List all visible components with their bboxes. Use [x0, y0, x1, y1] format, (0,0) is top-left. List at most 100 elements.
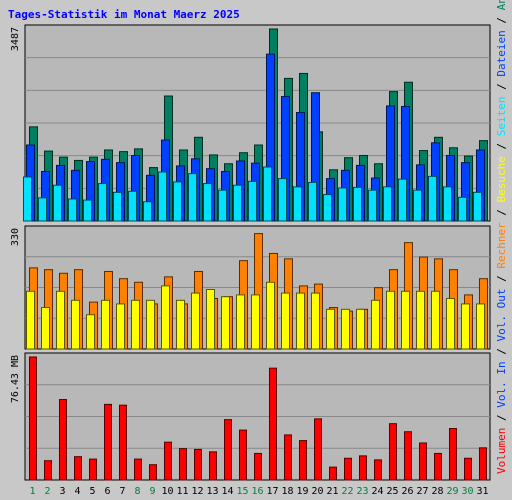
right-legend-segment-4: Vol. Out	[495, 289, 508, 342]
chart-title: Tages-Statistik im Monat Maerz 2025	[8, 8, 240, 21]
bar-volumen-day-30	[464, 457, 472, 481]
bar-volumen-day-21	[329, 466, 337, 481]
bar-seiten-day-8	[128, 190, 137, 222]
bar-seiten-day-6	[98, 183, 107, 222]
x-tick-label-day-24: 24	[371, 486, 383, 497]
x-tick-label-day-21: 21	[326, 486, 338, 497]
bar-besuche-day-31	[476, 303, 485, 350]
bar-seiten-day-15	[233, 184, 242, 222]
bar-besuche-day-14	[221, 296, 230, 350]
right-legend-segment-12: Dateien	[495, 30, 508, 76]
bar-seiten-day-14	[218, 189, 227, 222]
series-seiten	[23, 166, 482, 222]
bar-seiten-day-11	[173, 181, 182, 222]
bar-seiten-day-10	[158, 171, 167, 222]
right-legend-segment-13: /	[495, 10, 508, 30]
bar-seiten-day-5	[83, 199, 92, 222]
bar-besuche-day-25	[386, 290, 395, 350]
bar-besuche-day-3	[56, 290, 65, 350]
bar-volumen-day-19	[299, 440, 307, 481]
bar-volumen-day-15	[239, 429, 247, 481]
bar-besuche-day-19	[296, 292, 305, 350]
x-tick-label-day-23: 23	[356, 486, 368, 497]
x-tick-label-day-8: 8	[134, 486, 140, 497]
x-tick-label-day-5: 5	[89, 486, 95, 497]
bar-seiten-day-17	[263, 166, 272, 222]
bar-volumen-day-3	[59, 399, 67, 481]
bar-besuche-day-17	[266, 281, 275, 350]
bar-besuche-day-2	[41, 307, 50, 350]
bar-volumen-day-10	[164, 441, 172, 481]
right-legend-segment-6: Rechner	[495, 222, 508, 269]
bar-seiten-day-7	[113, 191, 122, 222]
bar-seiten-day-2	[38, 197, 47, 222]
x-tick-label-day-15: 15	[236, 486, 248, 497]
bar-seiten-day-30	[458, 196, 467, 222]
x-tick-label-day-16: 16	[251, 486, 263, 497]
x-tick-label-day-18: 18	[281, 486, 293, 497]
bar-besuche-day-24	[371, 299, 380, 350]
bar-volumen-day-13	[209, 451, 217, 481]
bar-volumen-day-31	[479, 447, 487, 481]
x-tick-label-day-26: 26	[401, 486, 413, 497]
bar-besuche-day-7	[116, 303, 125, 350]
bar-besuche-day-13	[206, 289, 215, 350]
bar-volumen-day-29	[449, 428, 457, 481]
bar-volumen-day-6	[104, 403, 112, 481]
bar-besuche-day-15	[236, 294, 245, 350]
panel-middle: 330	[10, 225, 491, 350]
right-legend-segment-14: Anfragen	[495, 0, 508, 10]
right-legend-segment-1: /	[495, 408, 508, 428]
bar-seiten-day-13	[203, 183, 212, 222]
bar-seiten-day-19	[293, 186, 302, 222]
bar-seiten-day-24	[368, 189, 377, 222]
panel-top-max-label: 3487	[10, 27, 21, 51]
bar-seiten-day-27	[413, 189, 422, 222]
x-tick-label-day-10: 10	[161, 486, 173, 497]
x-tick-label-day-31: 31	[476, 486, 488, 497]
x-tick-label-day-27: 27	[416, 486, 428, 497]
bar-volumen-day-17	[269, 367, 277, 481]
bar-seiten-day-25	[383, 186, 392, 222]
x-tick-label-day-17: 17	[266, 486, 278, 497]
bar-volumen-day-28	[434, 452, 442, 481]
bar-volumen-day-5	[89, 458, 97, 481]
bar-volumen-day-16	[254, 452, 262, 481]
bar-volumen-day-4	[74, 456, 82, 481]
right-legend-segment-8: Besuche	[495, 156, 508, 202]
bar-seiten-day-4	[68, 198, 77, 222]
bar-besuche-day-22	[341, 308, 350, 350]
bar-volumen-day-27	[419, 442, 427, 481]
x-tick-label-day-28: 28	[431, 486, 443, 497]
bar-besuche-day-1	[26, 290, 35, 350]
x-tick-label-day-9: 9	[149, 486, 155, 497]
bar-volumen-day-26	[404, 431, 412, 481]
x-tick-label-day-11: 11	[176, 486, 188, 497]
bar-besuche-day-18	[281, 292, 290, 350]
bar-seiten-day-29	[443, 186, 452, 222]
bar-seiten-day-18	[278, 178, 287, 222]
bar-seiten-day-12	[188, 173, 197, 222]
bar-seiten-day-16	[248, 180, 257, 222]
x-tick-label-day-22: 22	[341, 486, 353, 497]
bar-volumen-day-23	[359, 455, 367, 481]
bar-besuche-day-27	[416, 290, 425, 350]
bar-besuche-day-9	[146, 299, 155, 350]
x-tick-label-day-25: 25	[386, 486, 398, 497]
panel-top: 3487	[10, 24, 491, 222]
bar-volumen-day-1	[29, 356, 37, 481]
bar-volumen-day-7	[119, 404, 127, 481]
right-legend-segment-0: Volumen	[495, 428, 508, 474]
bar-volumen-day-12	[194, 448, 202, 481]
bar-volumen-day-14	[224, 419, 232, 481]
series-besuche	[26, 281, 485, 350]
bar-volumen-day-2	[44, 460, 52, 481]
x-tick-label-day-30: 30	[461, 486, 473, 497]
bar-seiten-day-9	[143, 201, 152, 222]
bar-volumen-day-18	[284, 434, 292, 481]
bar-besuche-day-10	[161, 285, 170, 350]
bar-besuche-day-12	[191, 292, 200, 350]
x-tick-label-day-2: 2	[44, 486, 50, 497]
x-tick-label-day-14: 14	[221, 486, 233, 497]
